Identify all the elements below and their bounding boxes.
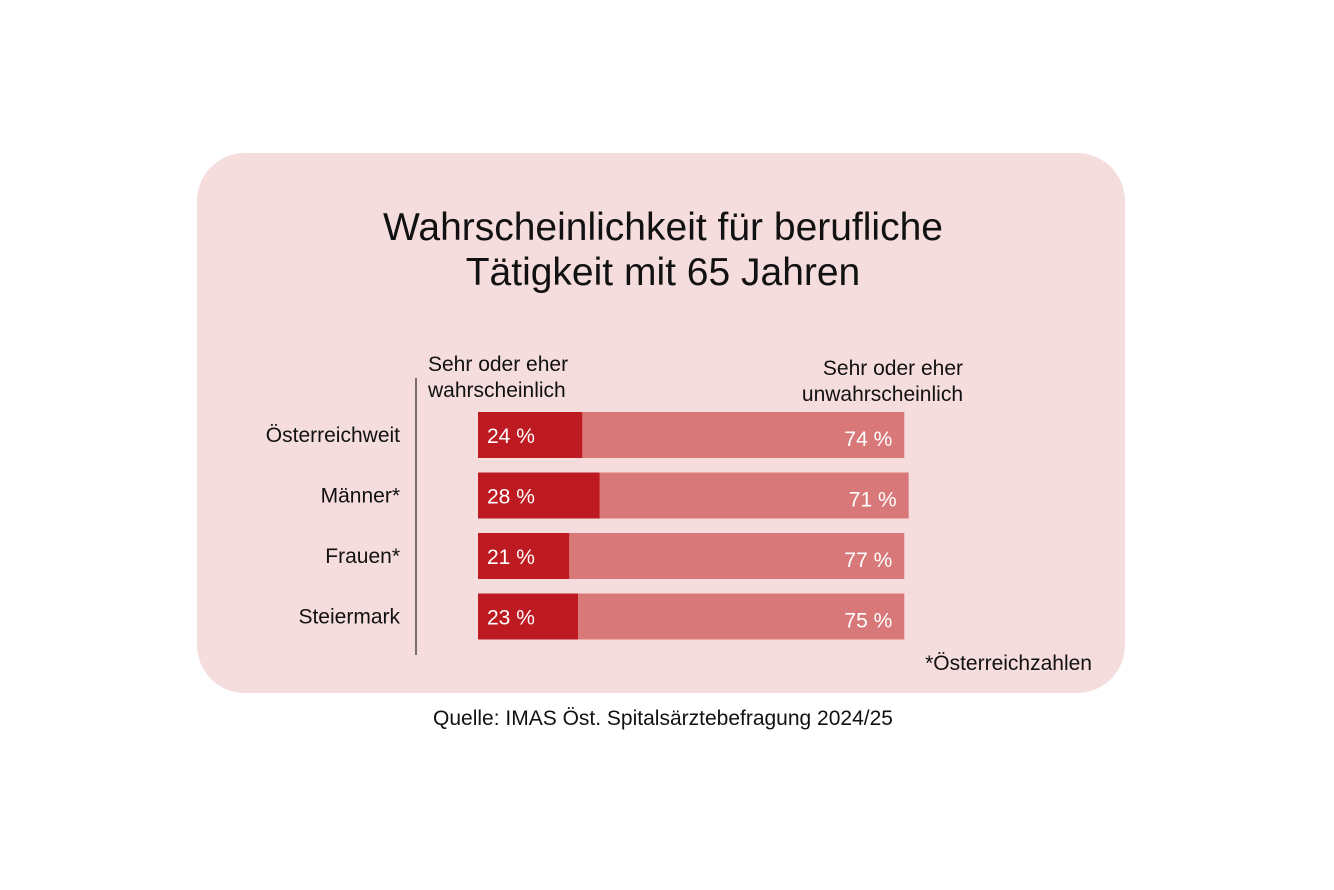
legend-likely-line-2: wahrscheinlich xyxy=(428,379,566,402)
bar-unlikely xyxy=(599,472,909,519)
bar-likely xyxy=(478,533,570,579)
bar-unlikely xyxy=(578,593,905,640)
bar-likely xyxy=(478,412,583,458)
chart-title: Wahrscheinlichkeit für berufliche Tätigk… xyxy=(197,205,1129,295)
legend-unlikely: Sehr oder eher unwahrscheinlich xyxy=(740,356,963,408)
data-label-likely: 28 % xyxy=(487,486,535,509)
data-label-unlikely: 77 % xyxy=(844,549,892,572)
category-label: Steiermark xyxy=(298,606,400,629)
legend-likely-line-1: Sehr oder eher xyxy=(428,353,569,376)
data-label-likely: 23 % xyxy=(487,607,535,630)
bar-likely xyxy=(478,593,579,640)
title-line-2: Tätigkeit mit 65 Jahren xyxy=(465,251,861,294)
legend-unlikely-line-1: Sehr oder eher xyxy=(822,357,963,380)
bar-unlikely xyxy=(582,412,905,458)
data-label-likely: 21 % xyxy=(487,546,535,569)
bar-unlikely xyxy=(569,533,905,579)
footnote: *Österreichzahlen xyxy=(925,652,1092,675)
legend-likely: Sehr oder eher wahrscheinlich xyxy=(428,352,568,404)
data-label-unlikely: 71 % xyxy=(849,489,897,512)
data-label-unlikely: 74 % xyxy=(844,428,892,451)
title-line-1: Wahrscheinlichkeit für berufliche xyxy=(383,206,943,249)
source-note: Quelle: IMAS Öst. Spitalsärztebefragung … xyxy=(433,707,893,730)
category-label: Österreichweit xyxy=(266,424,400,447)
category-label: Männer* xyxy=(321,485,400,508)
data-label-unlikely: 75 % xyxy=(844,610,892,633)
legend-unlikely-line-2: unwahrscheinlich xyxy=(801,383,963,406)
bar-likely xyxy=(478,472,600,519)
category-label: Frauen* xyxy=(325,545,400,568)
data-label-likely: 24 % xyxy=(487,425,535,448)
